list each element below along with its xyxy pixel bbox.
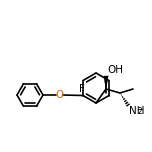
Text: 2: 2 <box>138 107 143 116</box>
Text: OH: OH <box>107 65 123 75</box>
Polygon shape <box>104 76 108 89</box>
Text: NH: NH <box>129 106 145 116</box>
Text: F: F <box>79 85 85 95</box>
Text: O: O <box>55 90 63 100</box>
